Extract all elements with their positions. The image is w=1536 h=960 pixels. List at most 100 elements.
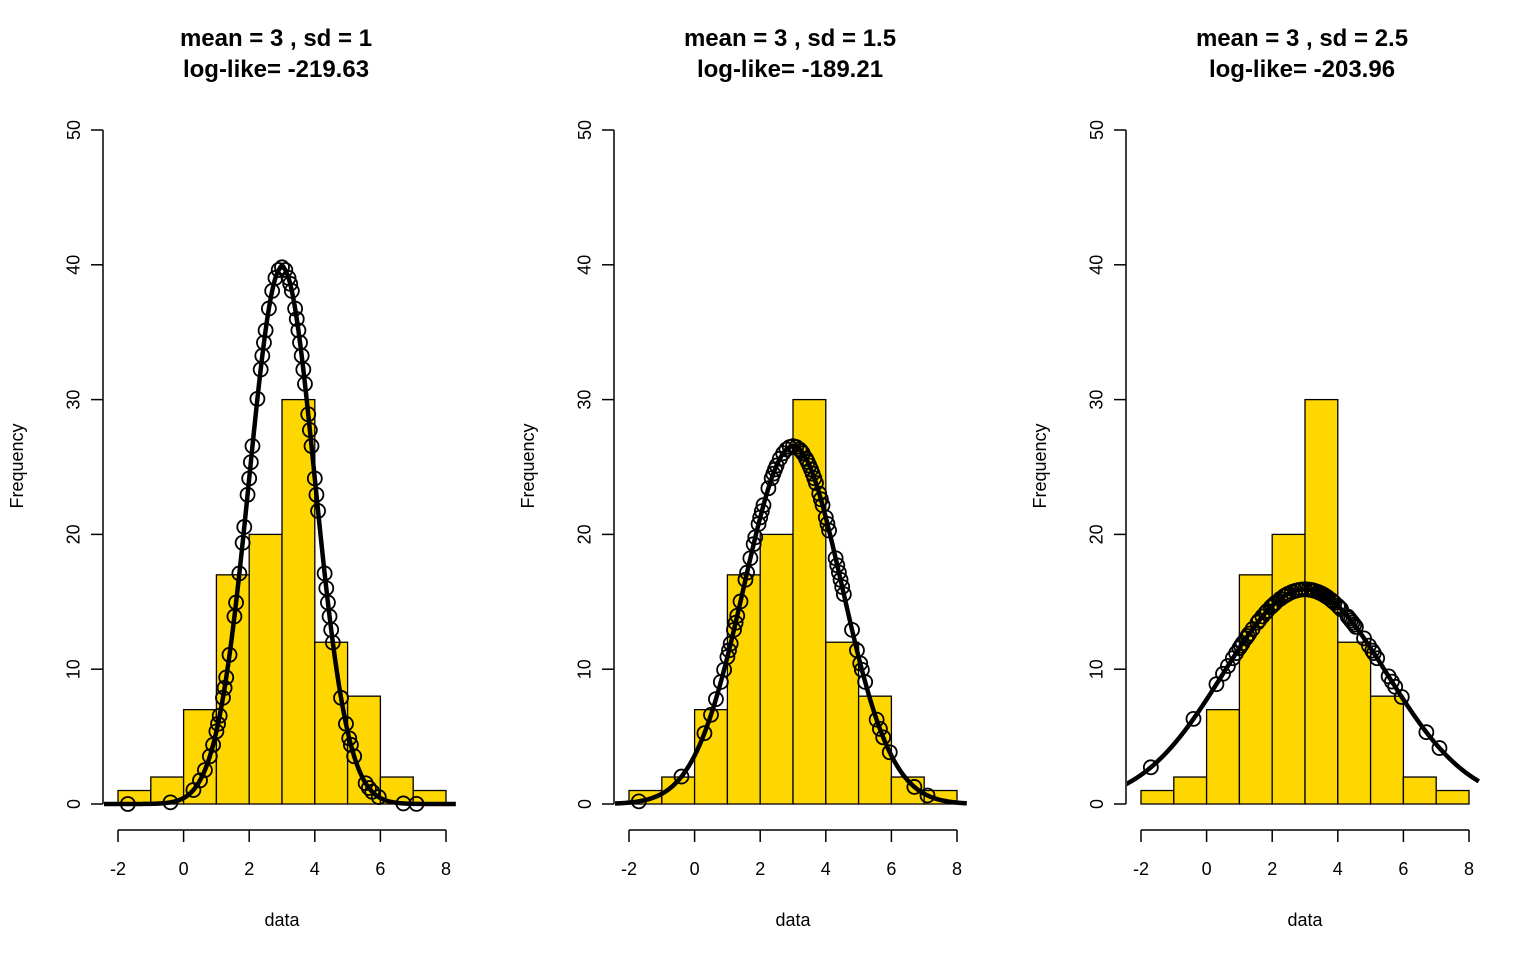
histogram-bar [281,398,316,805]
data-point [753,503,770,520]
histogram-bar [759,533,794,805]
x-tick-label: 0 [690,859,700,879]
histogram-bar [1337,641,1372,805]
data-point [737,571,754,588]
panel-3: mean = 3 , sd = 2.5 log-like= -203.96 0 10 2… [1030,25,1480,930]
x-tick-label: 6 [1398,859,1408,879]
data-point [1142,759,1159,776]
y-tick-label: 20 [575,524,595,544]
data-point [300,406,317,423]
data-point [1344,614,1361,631]
panel-title-line2: log-like= -189.21 [697,56,883,83]
x-tick-label: 2 [755,859,765,879]
histogram-bar [693,708,729,805]
data-point [290,322,307,339]
panel-2: mean = 3 , sd = 1.5 log-like= -189.21 0 10 2… [518,25,967,930]
histogram-bar [1173,776,1208,805]
y-tick-label: 10 [1087,659,1107,679]
x-tick-label: -2 [621,859,637,879]
data-point [216,680,233,696]
x-tick-label: -2 [110,859,126,879]
y-tick-label: 20 [64,524,84,544]
data-point [211,707,228,724]
data-point [256,334,272,351]
data-point [1215,665,1231,682]
data-point [708,691,724,708]
data-point [673,768,690,785]
histogram-bar [1140,789,1175,805]
x-tick-label: 0 [179,859,189,879]
panel-title-line2: log-like= -203.96 [1209,56,1395,83]
data-point [1393,689,1410,705]
x-tick-label: 2 [1267,859,1277,879]
data-point [760,480,777,497]
y-axis-label: Frequency [1030,423,1050,508]
data-point [844,621,860,638]
data-point [857,674,874,690]
data-point [868,711,885,728]
y-tick-label: 0 [64,799,84,809]
histogram-bar [1271,533,1306,805]
data-point [239,486,256,503]
data-point [249,390,266,407]
panel-title-line1: mean = 3 , sd = 1.5 [684,25,896,52]
data-point [257,322,274,339]
data-point [1364,642,1381,659]
data-point [197,762,213,778]
x-axis-label: data [775,910,811,930]
data-point [834,579,851,595]
data-point [727,614,744,631]
data-point [745,536,762,553]
data-point [872,720,888,737]
data-point [1241,625,1258,642]
data-point [287,300,304,317]
data-point [630,793,647,810]
data-point [342,736,359,753]
x-tick-label: 6 [886,859,896,879]
x-tick-label: 4 [1333,859,1343,879]
data-point [231,565,248,582]
panel-title-line2: log-like= -219.63 [183,56,369,83]
data-point [361,780,377,796]
data-point [739,564,755,581]
y-tick-label: 50 [575,120,595,140]
data-point [835,586,852,603]
panel-title-line1: mean = 3 , sd = 2.5 [1196,25,1408,52]
data-point [308,486,325,503]
y-tick-label: 30 [575,390,595,410]
y-tick-label: 30 [1087,390,1107,410]
data-point [1369,650,1386,667]
x-tick-label: 0 [1202,859,1212,879]
histogram-bar [314,641,349,805]
data-point [729,607,746,624]
data-point [1254,608,1271,625]
x-tick-label: 4 [310,859,320,879]
data-point [808,475,824,492]
data-point [721,642,737,659]
histogram-bar [248,533,283,805]
histogram-bar [1435,789,1470,805]
data-point [310,503,326,519]
y-axis-label: Frequency [7,423,27,508]
data-point [831,564,847,581]
data-point [703,706,719,723]
histogram-bar [1369,695,1405,805]
data-point [832,571,849,588]
x-tick-label: -2 [1133,859,1149,879]
data-point [875,729,892,746]
data-point [812,491,829,508]
y-tick-label: 20 [1087,524,1107,544]
data-point [208,723,225,740]
data-point [1220,658,1236,674]
y-axis-label: Frequency [518,423,538,508]
data-point [1431,740,1448,756]
panel-title-line1: mean = 3 , sd = 1 [180,25,372,52]
data-point [696,725,713,742]
data-point [201,748,218,765]
data-point [241,470,258,487]
x-axis-label: data [1287,910,1323,930]
data-point [333,689,349,706]
data-point [1262,599,1279,616]
data-point [260,300,277,317]
data-point [323,621,340,638]
